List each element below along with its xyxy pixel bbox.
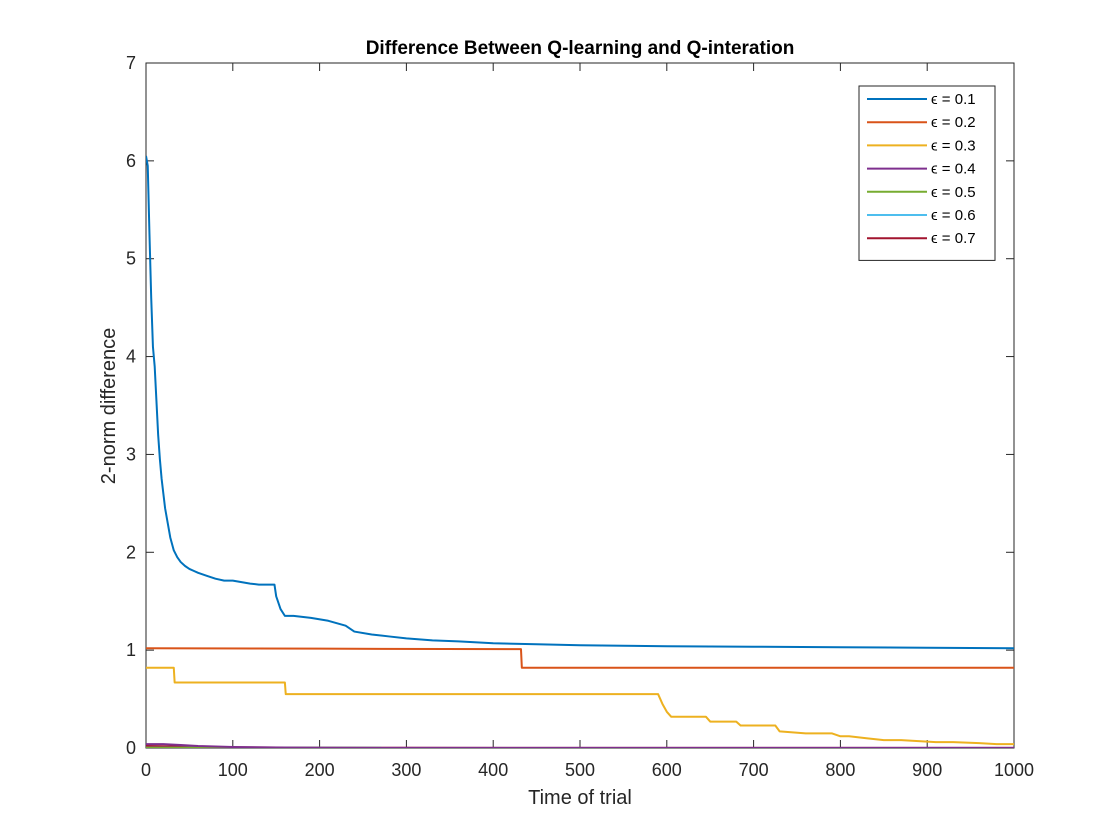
legend-label: ϵ = 0.3 [931, 137, 976, 154]
x-tick-label: 900 [912, 760, 942, 780]
y-axis-label: 2-norm difference [98, 328, 120, 484]
x-tick-label: 800 [825, 760, 855, 780]
x-tick-label: 200 [305, 760, 335, 780]
x-tick-label: 700 [739, 760, 769, 780]
series-line-3 [146, 743, 1014, 748]
y-tick-label: 7 [126, 53, 136, 73]
legend-label: ϵ = 0.1 [931, 91, 976, 108]
x-tick-label: 100 [218, 760, 248, 780]
x-tick-label: 0 [141, 760, 151, 780]
legend: ϵ = 0.1 ϵ = 0.2 ϵ = 0.3 ϵ = 0.4 ϵ = 0.5 ϵ = 0… [858, 85, 996, 261]
legend-label: ϵ = 0.6 [931, 207, 976, 224]
series-line-2 [146, 666, 1014, 746]
x-tick-label: 400 [478, 760, 508, 780]
x-tick-label: 300 [391, 760, 421, 780]
x-axis-label: Time of trial [528, 787, 632, 809]
legend-box [858, 85, 996, 261]
legend-label: ϵ = 0.7 [931, 230, 976, 247]
x-tick-label: 600 [652, 760, 682, 780]
plot-area: 0 100 200 300 400 500 600 700 800 900 1000 0 1 2 3 4 5 6 7 [126, 53, 1034, 780]
chart-title: Difference Between Q-learning and Q-inte… [366, 38, 795, 59]
y-tick-label: 5 [126, 249, 136, 269]
y-tick-label: 6 [126, 151, 136, 171]
x-tick-label: 500 [565, 760, 595, 780]
y-tick-label: 1 [126, 640, 136, 660]
series-line-1 [146, 647, 1014, 669]
legend-label: ϵ = 0.2 [931, 114, 976, 131]
y-tick-label: 0 [126, 738, 136, 758]
y-tick-label: 2 [126, 542, 136, 562]
x-tick-label: 1000 [994, 760, 1034, 780]
series-group [146, 155, 1014, 748]
legend-label: ϵ = 0.5 [931, 184, 976, 201]
y-tick-label: 4 [126, 347, 136, 367]
series-line-0 [146, 155, 1014, 650]
legend-label: ϵ = 0.4 [931, 161, 976, 178]
y-tick-label: 3 [126, 444, 136, 464]
